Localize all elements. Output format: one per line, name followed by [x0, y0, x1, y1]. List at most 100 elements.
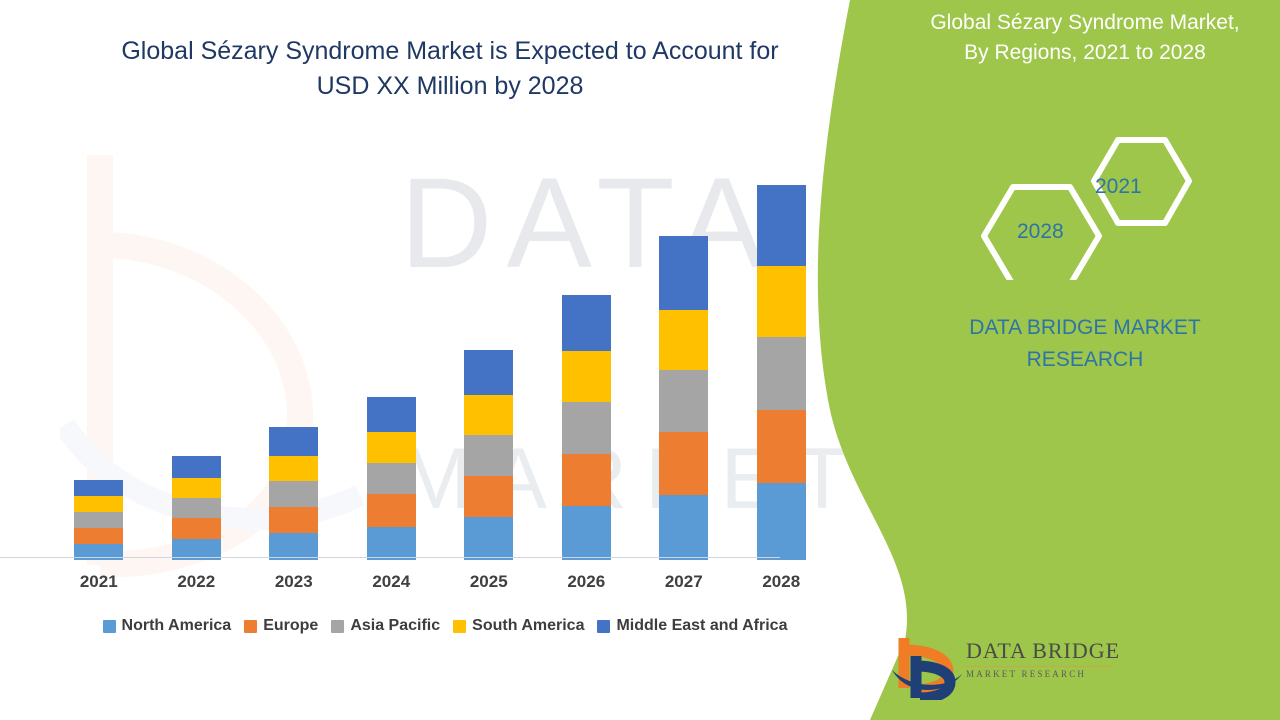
- bar-segment: [756, 483, 806, 560]
- bar-segment: [561, 506, 611, 560]
- chart-title-line-1: Global Sézary Syndrome Market is Expecte…: [121, 37, 779, 65]
- dbmr-logo-mark-icon: [892, 638, 962, 700]
- bar-segment: [74, 511, 124, 528]
- bar-segment: [464, 394, 514, 436]
- chart-title-line-2: USD XX Million by 2028: [316, 72, 584, 100]
- bar-segment: [756, 265, 806, 338]
- bar-segment: [464, 475, 514, 518]
- bar-column-2024: [361, 397, 421, 560]
- legend-item[interactable]: South America: [453, 617, 584, 635]
- bar-segment: [366, 431, 416, 464]
- legend-item[interactable]: Asia Pacific: [331, 617, 440, 635]
- bar-segment: [659, 370, 709, 433]
- bar-segment: [171, 539, 221, 560]
- bar-segment: [561, 401, 611, 454]
- bar-segment: [756, 410, 806, 484]
- panel-title-line-1: Global Sézary Syndrome Market,: [930, 11, 1240, 34]
- legend-item[interactable]: Europe: [244, 617, 318, 635]
- bar-column-2021: [69, 480, 129, 560]
- bar-segment: [659, 432, 709, 496]
- legend-item[interactable]: North America: [102, 617, 232, 635]
- bar-segment: [74, 480, 124, 496]
- x-axis-labels: 2021 2022 2023 2024 2025 2026 2027 2028: [50, 572, 830, 592]
- stacked-bar: [659, 235, 709, 560]
- bar-segment: [366, 463, 416, 495]
- dbmr-logo: DATA BRIDGE MARKET RESEARCH: [890, 632, 1119, 702]
- stacked-bar: [561, 295, 611, 560]
- chart-title: Global Sézary Syndrome Market is Expecte…: [70, 34, 830, 104]
- bar-segment: [464, 517, 514, 560]
- legend-label: Middle East and Africa: [616, 617, 788, 634]
- panel-brand-text: DATA BRIDGE MARKET RESEARCH: [945, 312, 1225, 376]
- bar-segment: [659, 309, 709, 371]
- bar-segment: [561, 351, 611, 402]
- bar-segment: [269, 427, 319, 456]
- legend-label: South America: [472, 617, 585, 634]
- bar-segment: [464, 349, 514, 395]
- bar-segment: [366, 494, 416, 527]
- legend-label: Europe: [263, 617, 319, 634]
- bar-column-2026: [556, 295, 616, 560]
- bar-segment: [366, 397, 416, 432]
- bar-segment: [171, 455, 221, 478]
- legend-swatch-icon: [597, 619, 611, 633]
- x-axis-label-2021: 2021: [79, 572, 118, 591]
- legend-item[interactable]: Middle East and Africa: [597, 617, 787, 635]
- x-axis-label-2023: 2023: [274, 572, 313, 591]
- chart-plot-area: [50, 150, 830, 560]
- bar-column-2022: [166, 455, 226, 560]
- bar-segment: [171, 477, 221, 498]
- bar-segment: [659, 235, 709, 310]
- stacked-bar: [171, 455, 221, 560]
- bar-segment: [464, 435, 514, 476]
- stacked-bar: [464, 349, 514, 560]
- x-axis-label-2024: 2024: [372, 572, 411, 591]
- bar-segment: [171, 518, 221, 540]
- x-axis-label-2026: 2026: [567, 572, 606, 591]
- hexagon-label-2028: 2028: [1017, 220, 1064, 243]
- bar-segment: [74, 527, 124, 544]
- legend-swatch-icon: [453, 619, 467, 633]
- panel-title: Global Sézary Syndrome Market, By Region…: [900, 8, 1270, 68]
- x-axis-line: [0, 557, 780, 558]
- bar-segment: [756, 185, 806, 266]
- stacked-bar: [269, 427, 319, 560]
- bar-segment: [561, 453, 611, 507]
- legend-label: Asia Pacific: [350, 617, 441, 634]
- legend-swatch-icon: [244, 619, 258, 633]
- hexagon-outline-icon: [981, 137, 1192, 288]
- bar-segment: [74, 495, 124, 512]
- stacked-bar-group: [50, 153, 830, 560]
- x-axis-label-2027: 2027: [664, 572, 703, 591]
- panel-brand-line-1: DATA BRIDGE MARKET: [969, 316, 1201, 339]
- bar-segment: [269, 533, 319, 560]
- legend-label: North America: [121, 617, 232, 634]
- hexagon-2021-shape: [1091, 137, 1192, 226]
- panel-brand-line-2: RESEARCH: [1026, 348, 1144, 371]
- chart-legend: North America Europe Asia Pacific South Ame…: [50, 617, 840, 635]
- x-axis-label-2022: 2022: [177, 572, 216, 591]
- bar-segment: [171, 497, 221, 519]
- dbmr-logo-wordmark: DATA BRIDGE MARKET RESEARCH: [966, 638, 1121, 679]
- stacked-bar: [74, 480, 124, 560]
- bar-segment: [659, 495, 709, 560]
- legend-swatch-icon: [331, 619, 345, 633]
- bar-column-2027: [654, 235, 714, 560]
- bar-segment: [269, 455, 319, 482]
- bar-column-2028: [751, 185, 811, 560]
- bar-column-2025: [459, 349, 519, 560]
- bar-segment: [561, 295, 611, 352]
- bar-segment: [756, 337, 806, 411]
- dbmr-logo-title: DATA BRIDGE: [966, 638, 1121, 663]
- dbmr-logo-divider: [966, 666, 1112, 667]
- legend-swatch-icon: [102, 619, 116, 633]
- stacked-bar: [366, 397, 416, 560]
- bar-segment: [269, 506, 319, 534]
- bar-column-2023: [264, 427, 324, 560]
- bar-segment: [269, 481, 319, 507]
- dbmr-logo-subtitle: MARKET RESEARCH: [966, 669, 1087, 679]
- bar-segment: [74, 543, 124, 560]
- x-axis-label-2028: 2028: [762, 572, 801, 591]
- x-axis-label-2025: 2025: [469, 572, 508, 591]
